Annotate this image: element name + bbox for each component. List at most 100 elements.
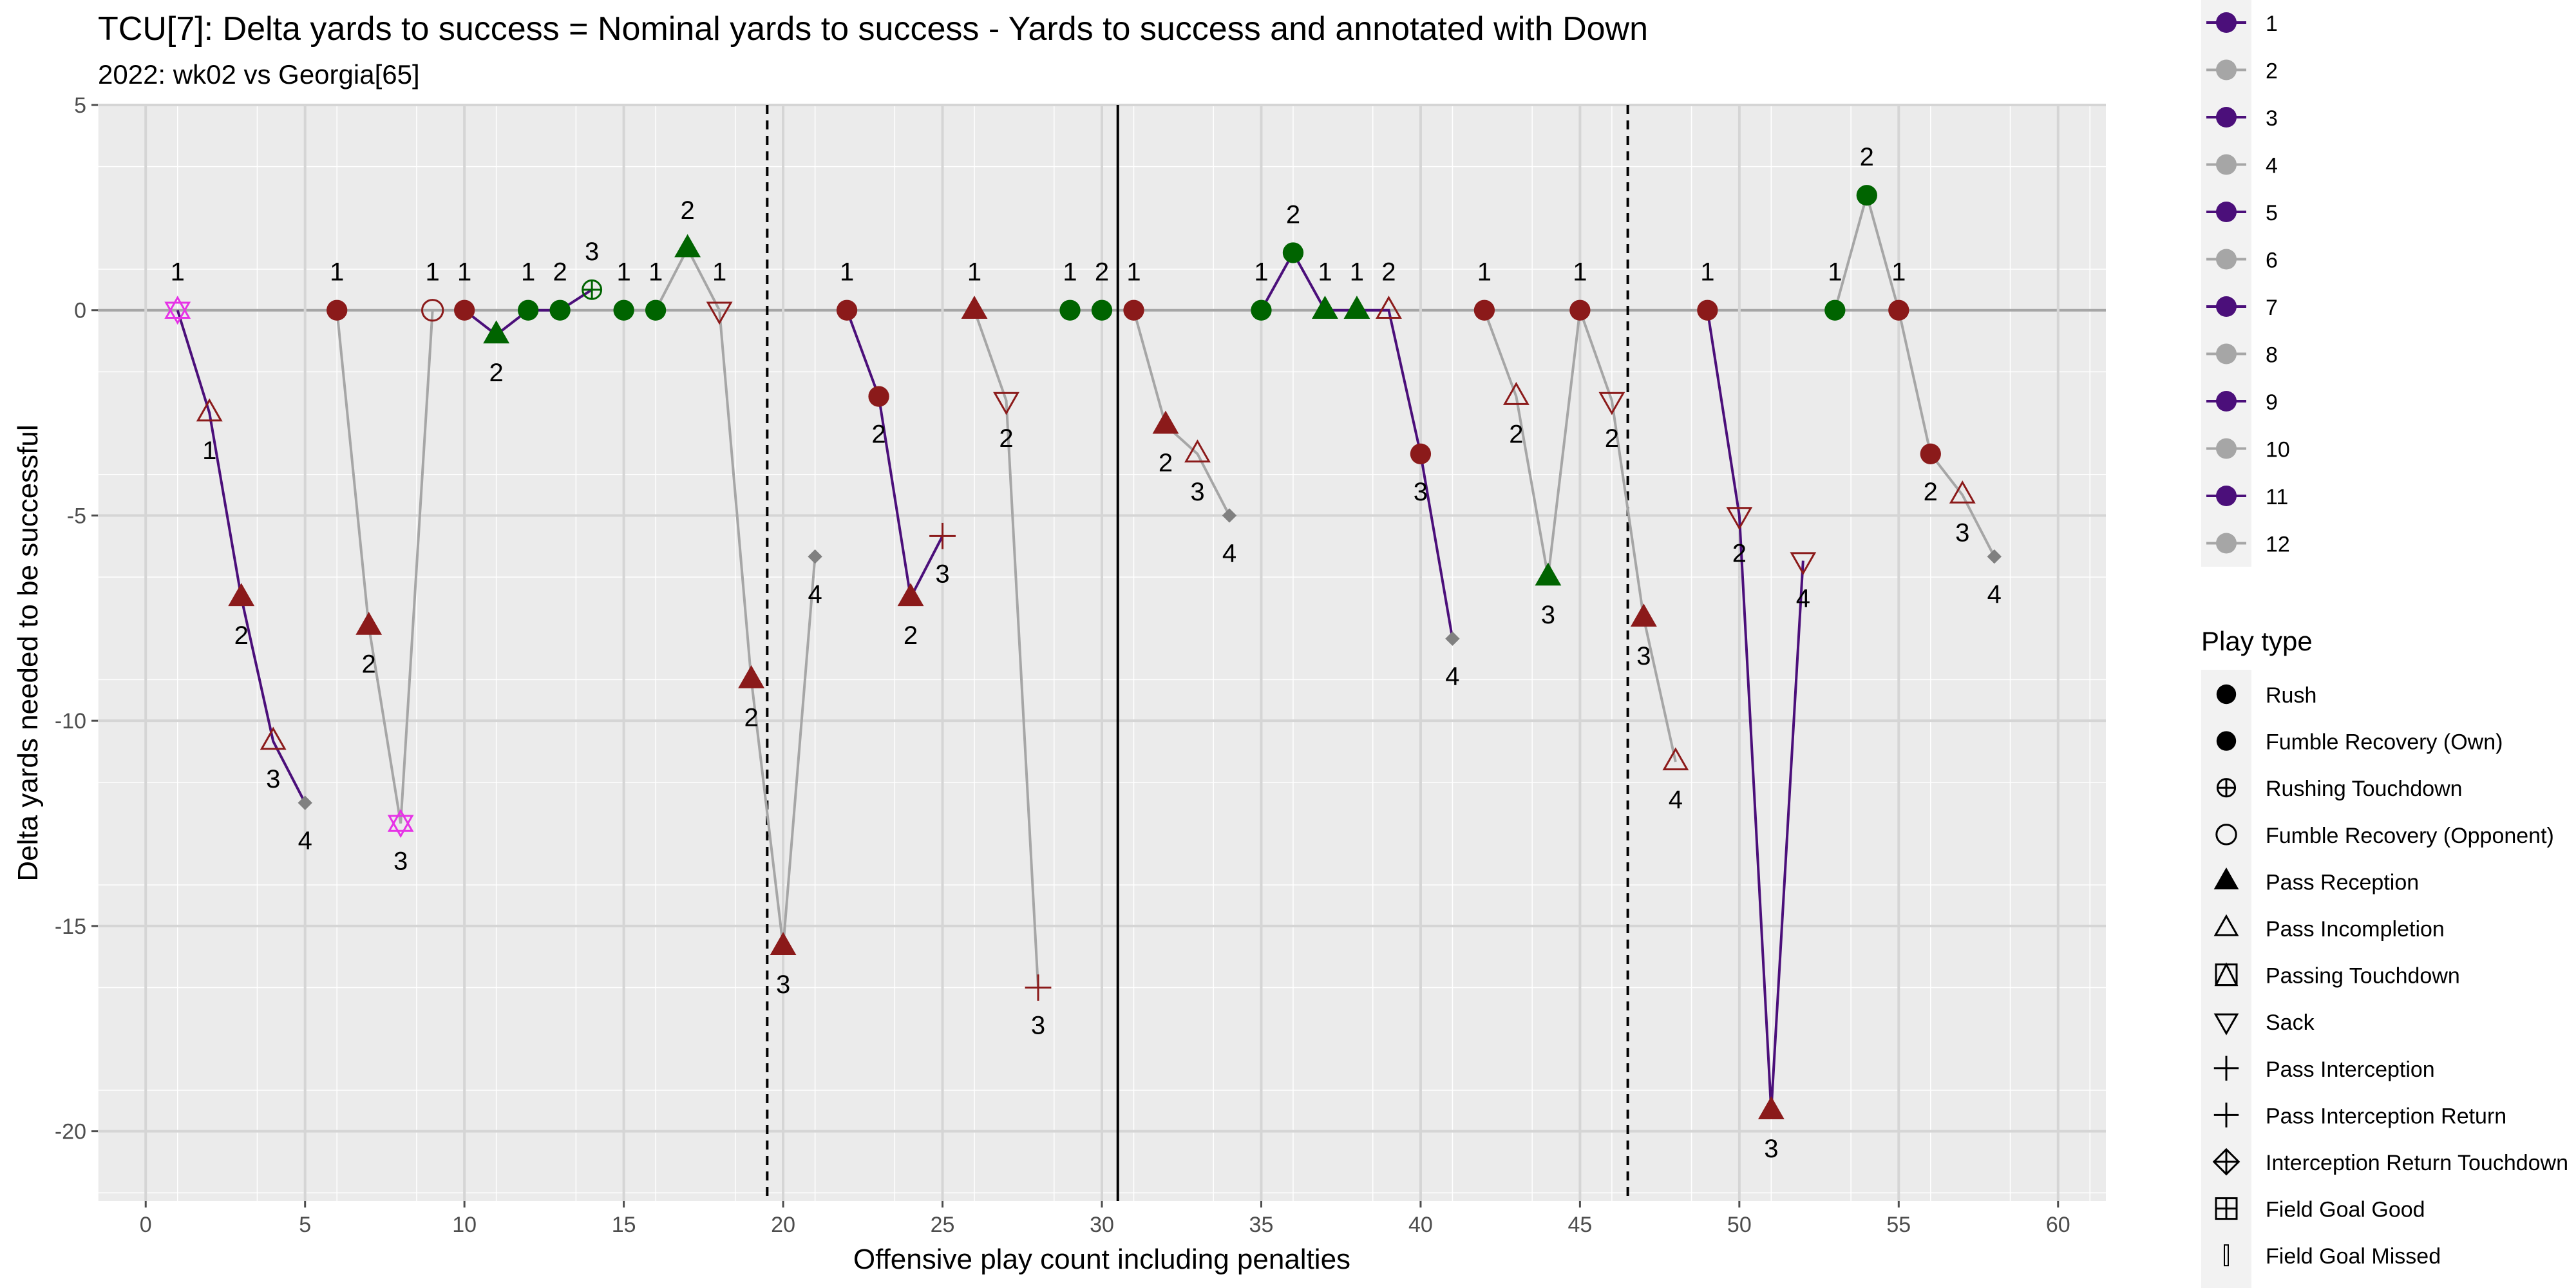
x-tick-label: 60 [2046, 1213, 2070, 1237]
down-label: 3 [1414, 478, 1428, 506]
down-label: 3 [266, 765, 280, 793]
data-point [1152, 410, 1179, 434]
x-tick-label: 25 [931, 1213, 955, 1237]
data-point [1282, 242, 1304, 263]
data-point [706, 301, 733, 325]
legend-series-label: 11 [2266, 485, 2288, 509]
down-label: 1 [1477, 258, 1492, 287]
down-label: 1 [840, 258, 854, 287]
x-tick-label: 40 [1408, 1213, 1433, 1237]
down-label: 1 [171, 258, 185, 287]
down-label: 1 [649, 258, 663, 287]
x-tick-label: 5 [299, 1213, 311, 1237]
data-point [808, 549, 822, 564]
x-tick-label: 50 [1727, 1213, 1752, 1237]
legend-series-dot [2216, 391, 2237, 412]
down-label: 4 [1222, 539, 1236, 567]
data-point [1790, 552, 1817, 576]
data-point [421, 299, 444, 322]
legend-play-type-key [2224, 1244, 2229, 1267]
down-label: 1 [202, 437, 216, 465]
down-label: 4 [1796, 585, 1810, 613]
down-label: 2 [362, 650, 376, 679]
data-point [1025, 974, 1052, 1001]
y-axis-title: Delta yards needed to be successful [12, 424, 44, 881]
down-label: 2 [1605, 424, 1619, 453]
down-label: 1 [426, 258, 440, 287]
data-point [993, 392, 1019, 415]
legend-series-dot [2216, 107, 2237, 128]
legend-play-type-label: Pass Reception [2266, 870, 2419, 895]
down-label: 1 [1700, 258, 1714, 287]
series-line-5 [846, 310, 944, 602]
legend-series-dot [2216, 202, 2237, 222]
legend-series-label: 10 [2266, 438, 2290, 462]
data-point [645, 299, 667, 321]
data-point [1312, 296, 1338, 319]
legend-series-label: 8 [2266, 343, 2278, 368]
data-point [196, 398, 223, 422]
legend-play-type-key [2213, 867, 2239, 889]
data-point [483, 320, 510, 344]
data-point [1630, 603, 1657, 627]
data-point [1569, 299, 1591, 321]
down-label: 2 [234, 621, 249, 650]
grid [97, 104, 2106, 1201]
x-tick-label: 30 [1090, 1213, 1114, 1237]
down-label: 1 [616, 258, 630, 287]
y-tick-label: -20 [55, 1120, 86, 1144]
data-point [1920, 443, 1941, 464]
down-label: 2 [871, 421, 886, 449]
data-point [897, 583, 924, 607]
down-label: 1 [967, 258, 981, 287]
legend-play-type-key [2213, 1013, 2239, 1036]
down-label: 2 [1924, 478, 1938, 506]
down-label: 1 [1573, 258, 1587, 287]
legend-play-type-key [2214, 962, 2239, 987]
data-point [1375, 296, 1402, 319]
down-label: 1 [1891, 258, 1906, 287]
legend-series-dot [2216, 343, 2237, 365]
down-label: 3 [1636, 642, 1651, 670]
down-label: 1 [521, 258, 535, 287]
data-point [1726, 507, 1753, 531]
legend-play-type-key [2215, 824, 2237, 846]
data-point [613, 299, 634, 321]
down-label: 4 [298, 827, 312, 855]
down-label: 1 [457, 258, 471, 287]
legend-play-type-title: Play type [2201, 626, 2313, 656]
x-tick-label: 45 [1567, 1213, 1592, 1237]
legend-play-type-label: Passing Touchdown [2266, 964, 2460, 989]
data-point [1697, 299, 1718, 321]
data-point [1091, 299, 1113, 321]
legend-series-dot [2216, 486, 2237, 506]
down-label: 2 [489, 359, 504, 387]
data-point [1184, 439, 1211, 463]
legend-series-dot [2216, 59, 2237, 80]
down-label: 4 [1669, 786, 1683, 814]
data-point [1502, 382, 1530, 405]
data-point [582, 279, 603, 300]
down-label: 2 [553, 258, 567, 287]
data-point [1987, 549, 2002, 564]
x-tick-label: 35 [1249, 1213, 1274, 1237]
down-label: 2 [1732, 539, 1747, 567]
legend-series-dot [2216, 154, 2237, 175]
legend-play-type-label: Rush [2266, 683, 2316, 708]
data-point [1662, 747, 1689, 771]
data-point [549, 299, 571, 321]
chart-title: TCU[7]: Delta yards to success = Nominal… [98, 10, 1648, 48]
legend-play-type-key [2216, 684, 2237, 705]
x-tick-label: 55 [1886, 1213, 1911, 1237]
y-tick-label: -15 [55, 914, 86, 939]
down-label: 3 [1031, 1012, 1045, 1040]
x-tick-label: 15 [612, 1213, 636, 1237]
data-point [355, 611, 383, 635]
data-point [298, 795, 312, 810]
data-point [1123, 299, 1144, 321]
legend-play-type-label: Pass Interception [2266, 1057, 2435, 1082]
legend-series-key-bg [2201, 0, 2251, 567]
legend-play-type-key [2216, 731, 2237, 751]
data-point [228, 583, 255, 607]
